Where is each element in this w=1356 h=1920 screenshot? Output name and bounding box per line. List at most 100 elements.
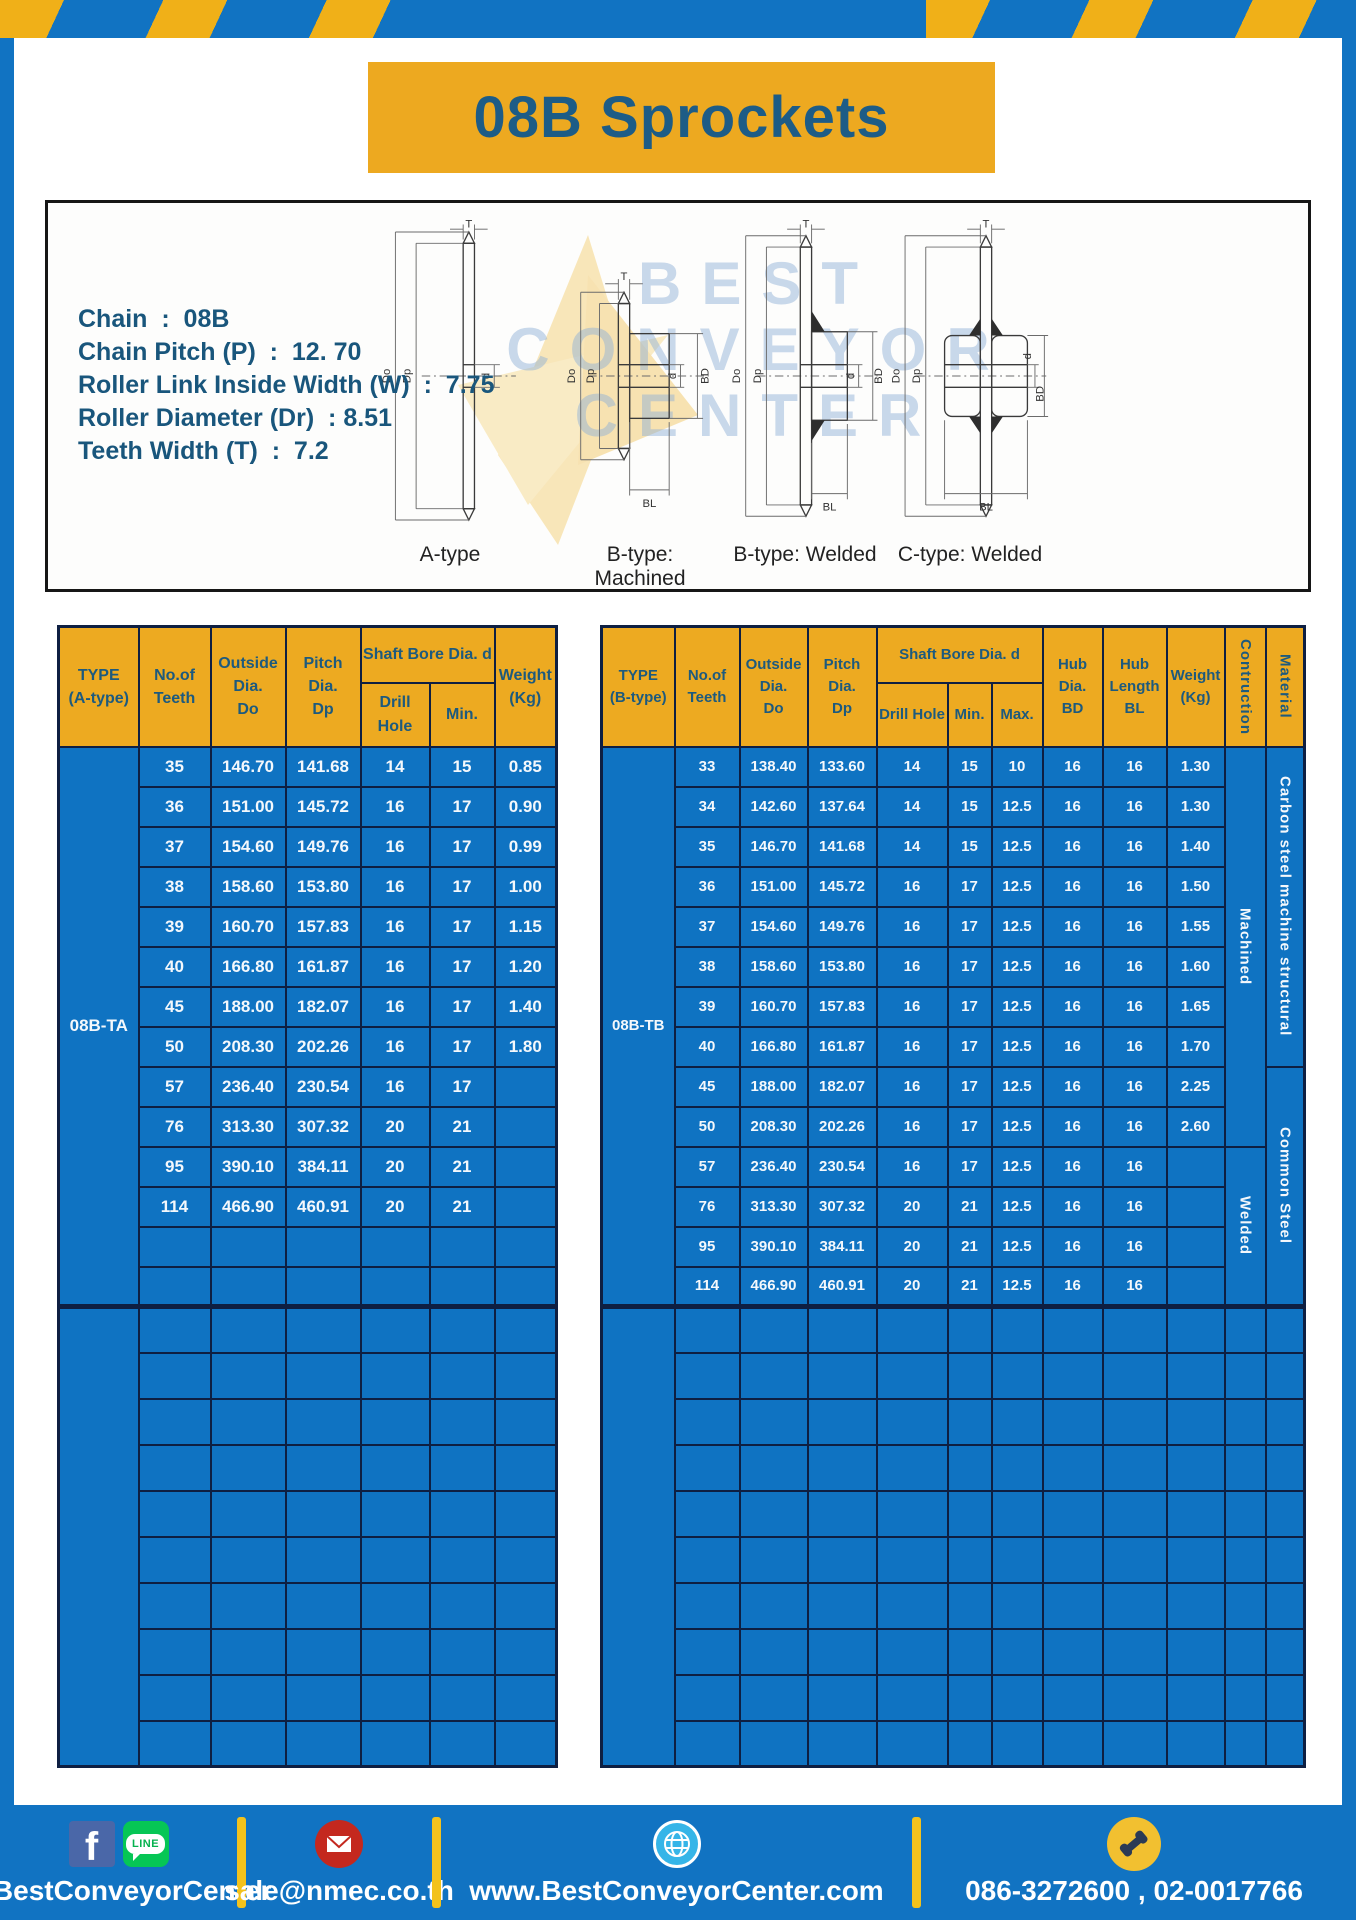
table-cell: 1.60 bbox=[1165, 945, 1226, 988]
table-cell-empty bbox=[428, 1443, 496, 1492]
table-cell-empty bbox=[990, 1397, 1044, 1446]
watermark-line: BEST bbox=[637, 250, 879, 317]
table-cell: 0.90 bbox=[493, 785, 558, 828]
table-cell-empty bbox=[1223, 1673, 1267, 1722]
table-cell-empty bbox=[673, 1489, 741, 1538]
table-cell: 188.00 bbox=[209, 985, 287, 1028]
table-cell-empty bbox=[875, 1397, 949, 1446]
table-cell: 12.5 bbox=[990, 1145, 1044, 1188]
table-row: 95 390.10 384.11 20 21 12.5 16 16 bbox=[602, 1225, 1305, 1268]
table-cell: 16 bbox=[875, 1105, 949, 1148]
col-header-pitch-dia: Pitch Dia. Dp bbox=[284, 625, 362, 748]
b-type-table: TYPE (B-type) No.of Teeth Outside Dia. D… bbox=[600, 625, 1307, 1768]
table-cell-empty bbox=[493, 1185, 558, 1228]
construction-label: Welded bbox=[1223, 1145, 1267, 1308]
table-cell-empty bbox=[1165, 1627, 1226, 1676]
table-cell-empty bbox=[137, 1304, 212, 1354]
table-cell: 17 bbox=[946, 945, 993, 988]
table-cell-empty bbox=[1223, 1443, 1267, 1492]
table-cell-empty bbox=[284, 1581, 362, 1630]
table-cell-empty bbox=[1165, 1397, 1226, 1446]
table-cell-empty bbox=[284, 1719, 362, 1768]
table-cell: 16 bbox=[1101, 985, 1168, 1028]
table-cell: 15 bbox=[428, 745, 496, 788]
table-cell: 158.60 bbox=[209, 865, 287, 908]
table-cell: 16 bbox=[359, 865, 431, 908]
table-row bbox=[59, 1225, 558, 1268]
table-cell-empty bbox=[1165, 1225, 1226, 1268]
table-cell-empty bbox=[137, 1443, 212, 1492]
table-cell: 0.85 bbox=[493, 745, 558, 788]
footer-phone-numbers[interactable]: 086-3272600 , 02-0017766 bbox=[965, 1875, 1303, 1906]
globe-icon bbox=[652, 1820, 701, 1868]
table-cell: 137.64 bbox=[806, 785, 878, 828]
table-cell-empty bbox=[209, 1304, 287, 1354]
table-cell-empty bbox=[806, 1397, 878, 1446]
table-cell-empty bbox=[1041, 1673, 1104, 1722]
table-cell-empty bbox=[1264, 1443, 1306, 1492]
svg-text:T: T bbox=[621, 271, 628, 283]
svg-text:BL: BL bbox=[643, 498, 657, 510]
table-cell-empty bbox=[1165, 1265, 1226, 1308]
table-cell-empty bbox=[493, 1535, 558, 1584]
table-cell-empty bbox=[1165, 1581, 1226, 1630]
table-cell: 16 bbox=[1101, 1105, 1168, 1148]
svg-text:Do: Do bbox=[566, 369, 578, 383]
table-cell: 33 bbox=[673, 745, 741, 788]
table-cell: 16 bbox=[1041, 785, 1104, 828]
table-cell-empty bbox=[137, 1225, 212, 1268]
table-cell-empty bbox=[1101, 1673, 1168, 1722]
chain-spec-list: Chain : 08B Chain Pitch (P) : 12. 70 Rol… bbox=[78, 303, 494, 468]
table-cell: 16 bbox=[875, 905, 949, 948]
table-cell: 202.26 bbox=[284, 1025, 362, 1068]
table-cell: 141.68 bbox=[284, 745, 362, 788]
table-cell: 50 bbox=[673, 1105, 741, 1148]
table-cell: 1.65 bbox=[1165, 985, 1226, 1028]
table-row: 45 188.00 182.07 16 17 1.40 bbox=[59, 985, 558, 1028]
footer-email[interactable]: sale@nmec.co.th bbox=[224, 1875, 454, 1906]
table-cell-empty bbox=[493, 1443, 558, 1492]
footer-social-handle[interactable]: @BestConveyorCenter bbox=[0, 1875, 272, 1906]
table-cell-empty bbox=[209, 1535, 287, 1584]
table-cell-empty bbox=[1101, 1351, 1168, 1400]
table-cell: 114 bbox=[137, 1185, 212, 1228]
table-cell: 10 bbox=[990, 745, 1044, 788]
table-cell: 1.15 bbox=[493, 905, 558, 948]
table-cell: 40 bbox=[137, 945, 212, 988]
table-cell-empty bbox=[493, 1065, 558, 1108]
table-cell: 151.00 bbox=[209, 785, 287, 828]
table-cell: 230.54 bbox=[284, 1065, 362, 1108]
table-cell: 17 bbox=[946, 1065, 993, 1108]
table-cell-empty bbox=[1165, 1719, 1226, 1768]
table-cell-empty bbox=[428, 1719, 496, 1768]
table-cell-empty bbox=[209, 1673, 287, 1722]
table-cell-empty bbox=[1223, 1719, 1267, 1768]
table-cell-empty bbox=[946, 1581, 993, 1630]
table-cell: 17 bbox=[428, 985, 496, 1028]
table-cell-empty bbox=[428, 1351, 496, 1400]
table-cell-empty bbox=[284, 1351, 362, 1400]
table-cell-empty bbox=[946, 1351, 993, 1400]
col-header-min: Min. bbox=[946, 681, 993, 748]
table-cell: 146.70 bbox=[209, 745, 287, 788]
table-cell-empty bbox=[493, 1397, 558, 1446]
svg-text:BL: BL bbox=[823, 502, 837, 514]
table-row: 95 390.10 384.11 20 21 bbox=[59, 1145, 558, 1188]
table-cell: 141.68 bbox=[806, 825, 878, 868]
table-cell-empty bbox=[137, 1265, 212, 1308]
table-cell-empty bbox=[673, 1719, 741, 1768]
footer-website[interactable]: www.BestConveyorCenter.com bbox=[469, 1875, 884, 1906]
phone-icon bbox=[1107, 1817, 1161, 1871]
caption-c-type-welded: C-type: Welded bbox=[897, 543, 1043, 566]
line-icon[interactable]: LINE bbox=[122, 1821, 169, 1867]
table-cell: 20 bbox=[875, 1265, 949, 1308]
table-cell: 16 bbox=[1041, 985, 1104, 1028]
facebook-icon[interactable]: f bbox=[68, 1821, 115, 1867]
table-cell-empty bbox=[1041, 1489, 1104, 1538]
table-cell-empty bbox=[806, 1304, 878, 1354]
svg-text:T: T bbox=[802, 218, 809, 230]
table-cell: 12.5 bbox=[990, 1025, 1044, 1068]
table-cell: 20 bbox=[359, 1105, 431, 1148]
construction-label: Machined bbox=[1223, 745, 1267, 1148]
table-cell-empty bbox=[359, 1535, 431, 1584]
